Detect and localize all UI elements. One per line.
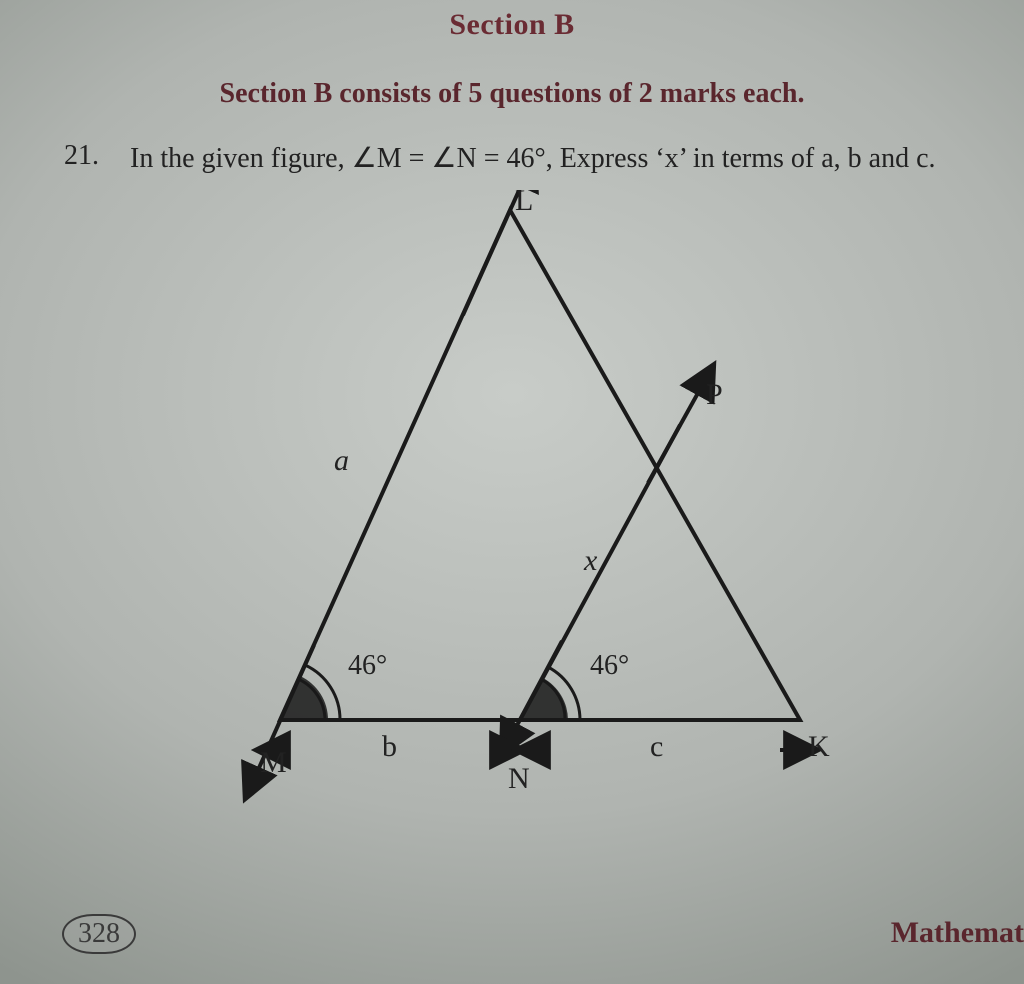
exam-page: Section B Section B consists of 5 questi… [0,0,1024,984]
label-N: N [508,762,530,796]
angle-label-N: 46° [590,650,629,682]
label-x: x [584,544,597,578]
section-title: Section B [0,8,1024,42]
question-text: In the given figure, ∠M = ∠N = 46°, Expr… [130,140,1000,178]
label-K: K [808,730,830,764]
angle-fill-N [520,678,568,720]
section-subtitle: Section B consists of 5 questions of 2 m… [0,78,1024,110]
page-number: 328 [62,914,136,954]
label-a: a [334,444,349,478]
footer-text: Mathemat [891,916,1024,950]
label-L: L [515,184,533,218]
question-number: 21. [64,140,99,172]
label-M: M [260,746,287,780]
arrow-x-upper [648,375,708,483]
label-c: c [650,730,663,764]
angle-label-M: 46° [348,650,387,682]
angle-fill-M [280,676,328,720]
triangle-figure: L M K N P a x b c 46° 46° [210,190,850,830]
figure-svg [210,190,850,830]
label-b: b [382,730,397,764]
triangle-LMK [280,210,800,720]
label-P: P [706,378,723,412]
